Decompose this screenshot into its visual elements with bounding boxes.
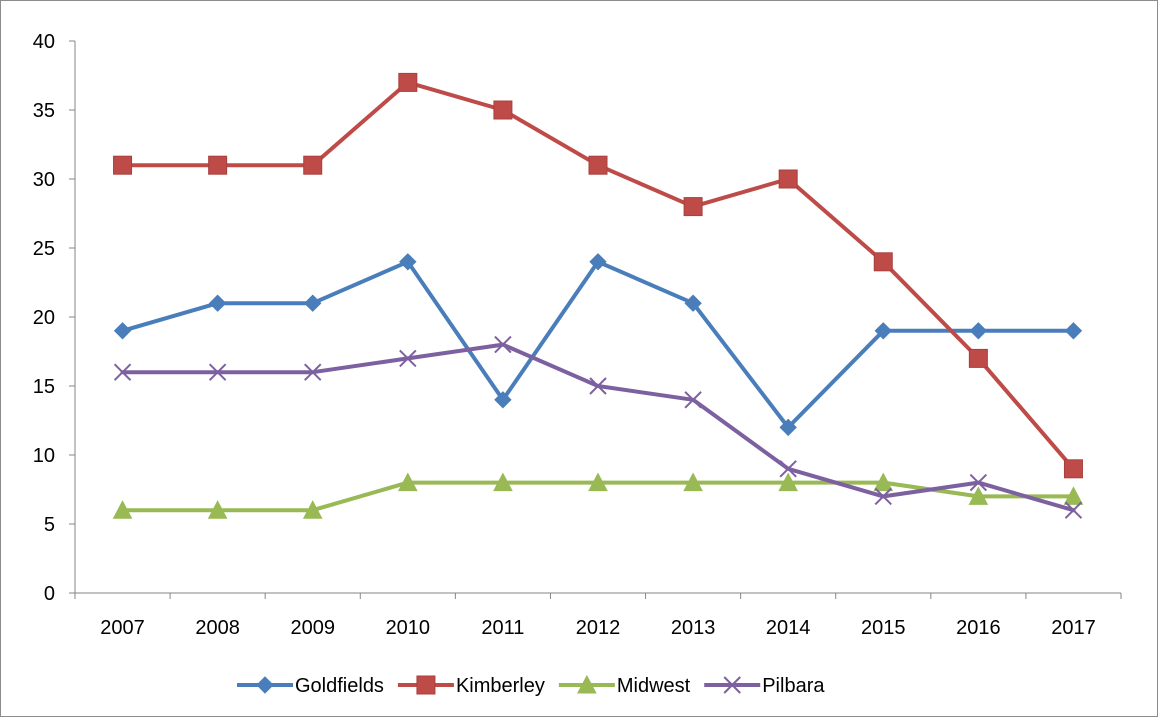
pilbara-point <box>969 473 988 492</box>
legend: Goldfields Kimberley Midwest Pilbara <box>237 674 825 697</box>
pilbara-point <box>399 349 417 368</box>
kimberley-line <box>120 80 1076 471</box>
midwest-point <box>302 500 323 519</box>
axes <box>69 40 1122 599</box>
x-tick-label: 2011 <box>481 617 524 639</box>
midwest-point <box>1063 486 1084 505</box>
legend-marker <box>416 675 436 695</box>
y-tick-label: 5 <box>44 514 55 536</box>
kimberley-point <box>398 72 418 92</box>
series-kimberley <box>113 72 1083 479</box>
pilbara-point <box>494 335 512 354</box>
x-tick-label: 2014 <box>766 617 811 639</box>
pilbara-point <box>779 460 797 478</box>
x-tick-label: 2010 <box>386 617 431 639</box>
y-tick-labels: 0 5 10 15 20 25 30 35 40 <box>33 31 55 605</box>
x-tick-label: 2008 <box>195 617 240 639</box>
legend-item-pilbara: Pilbara <box>704 675 825 697</box>
y-tick-label: 40 <box>33 31 55 53</box>
legend-label-kimberley: Kimberley <box>456 675 545 697</box>
x-tick-label: 2017 <box>1051 617 1096 639</box>
goldfields-point <box>779 418 797 437</box>
y-tick-label: 15 <box>33 376 55 398</box>
pilbara-point <box>1064 501 1083 519</box>
y-tick-label: 30 <box>33 169 55 191</box>
goldfields-point <box>684 294 702 312</box>
kimberley-point <box>113 155 133 175</box>
kimberley-point <box>208 155 228 175</box>
y-tick-label: 0 <box>44 583 55 605</box>
midwest-point <box>397 472 418 492</box>
x-tick-label: 2007 <box>100 617 145 639</box>
y-tick-label: 35 <box>33 100 55 122</box>
legend-marker <box>577 674 597 694</box>
goldfields-point <box>399 253 417 271</box>
goldfields-point <box>874 322 892 340</box>
x-tick-labels: 2007 2008 2009 2010 2011 2012 2013 2014 2015 2016… <box>100 617 1095 639</box>
midwest-point <box>112 500 133 519</box>
midwest-point <box>493 472 513 492</box>
x-tick-label: 2015 <box>861 617 906 639</box>
legend-item-midwest: Midwest <box>558 674 691 697</box>
kimberley-point <box>873 252 893 272</box>
goldfields-point <box>969 322 988 340</box>
pilbara-point <box>874 487 892 506</box>
legend-marker <box>256 676 274 694</box>
kimberley-point <box>968 348 988 368</box>
series-goldfields <box>113 253 1083 437</box>
pilbara-point <box>304 363 322 381</box>
x-tick-label: 2013 <box>671 617 716 639</box>
series-layer <box>112 72 1084 519</box>
legend-item-goldfields: Goldfields <box>237 675 384 697</box>
goldfields-point <box>494 391 512 409</box>
x-tick-label: 2009 <box>290 617 335 639</box>
legend-label-goldfields: Goldfields <box>295 675 384 697</box>
legend-label-midwest: Midwest <box>617 675 691 697</box>
kimberley-point <box>588 155 608 175</box>
goldfields-point <box>113 322 132 340</box>
pilbara-point <box>589 377 607 395</box>
pilbara-point <box>208 363 227 381</box>
y-tick-label: 10 <box>33 445 55 467</box>
kimberley-point <box>1063 459 1083 479</box>
goldfields-line <box>120 259 1076 430</box>
legend-label-pilbara: Pilbara <box>762 675 825 697</box>
kimberley-point <box>778 169 798 189</box>
pilbara-point <box>113 363 132 381</box>
series-pilbara <box>113 335 1083 519</box>
midwest-point <box>968 486 989 505</box>
kimberley-point <box>303 155 323 175</box>
goldfields-point <box>1064 322 1083 340</box>
series-midwest <box>112 472 1084 519</box>
goldfields-point <box>304 294 322 312</box>
x-tick-label: 2012 <box>576 617 621 639</box>
midwest-point <box>873 472 894 492</box>
legend-marker <box>723 676 741 694</box>
kimberley-point <box>683 197 703 217</box>
midwest-point <box>683 472 703 492</box>
x-tick-label: 2016 <box>956 617 1001 639</box>
y-tick-label: 25 <box>33 238 55 260</box>
legend-item-kimberley: Kimberley <box>397 675 545 697</box>
midwest-point <box>778 472 799 492</box>
kimberley-point <box>493 100 513 120</box>
midwest-point <box>588 472 608 492</box>
y-tick-label: 20 <box>33 307 55 329</box>
midwest-point <box>207 500 228 519</box>
goldfields-point <box>208 294 227 312</box>
goldfields-point <box>589 253 607 271</box>
pilbara-point <box>684 391 702 409</box>
